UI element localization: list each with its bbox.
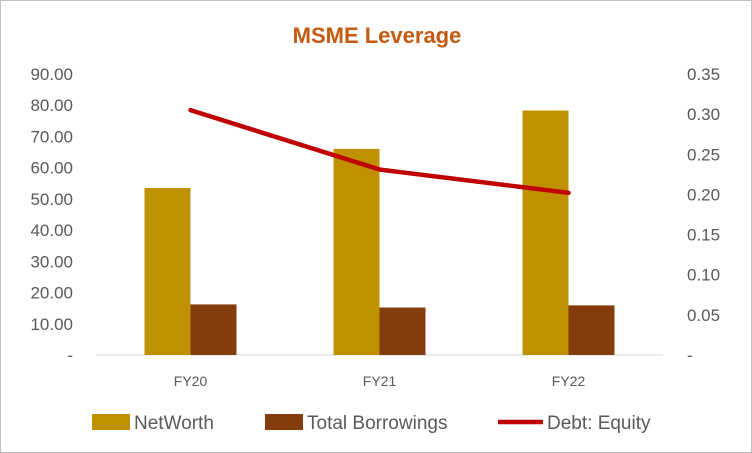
line-point-fy20 [188, 108, 193, 113]
left-axis-tick-label: 40.00 [30, 221, 73, 240]
left-axis-tick-label: 60.00 [30, 159, 73, 178]
chart-title: MSME Leverage [293, 23, 462, 48]
left-axis-tick-label: 20.00 [30, 284, 73, 303]
right-axis-tick-label: 0.15 [687, 226, 720, 245]
line-point-fy21 [377, 167, 382, 172]
legend-label-total-borrowings: Total Borrowings [307, 413, 447, 434]
category-label-fy22: FY22 [552, 373, 586, 389]
bar-networth-fy21 [333, 148, 380, 355]
left-axis-tick-label: 90.00 [30, 65, 73, 84]
left-axis-tick-label: 80.00 [30, 96, 73, 115]
left-axis-tick-label: 10.00 [30, 315, 73, 334]
bar-total-borrowings-fy20 [190, 304, 237, 355]
legend-swatch-total-borrowings [265, 414, 303, 430]
line-point-fy22 [566, 190, 571, 195]
right-axis-tick-label: 0.20 [687, 185, 720, 204]
right-axis-tick-label: - [687, 346, 693, 365]
right-axis-tick-label: 0.10 [687, 266, 720, 285]
right-axis-tick-label: 0.30 [687, 105, 720, 124]
legend-swatch-networth [92, 414, 130, 430]
category-label-fy21: FY21 [363, 373, 397, 389]
right-axis-tick-label: 0.25 [687, 145, 720, 164]
bar-networth-fy20 [144, 187, 191, 355]
left-axis-tick-label: 30.00 [30, 252, 73, 271]
legend-label-networth: NetWorth [134, 413, 214, 434]
legend-label-debt-equity: Debt: Equity [547, 413, 651, 434]
category-label-fy20: FY20 [174, 373, 208, 389]
right-axis-tick-label: 0.35 [687, 65, 720, 84]
bar-total-borrowings-fy21 [379, 307, 426, 355]
bar-networth-fy22 [522, 110, 569, 355]
bar-total-borrowings-fy22 [568, 305, 615, 355]
left-axis-tick-label: - [67, 346, 73, 365]
left-axis-tick-label: 50.00 [30, 190, 73, 209]
right-axis-tick-label: 0.05 [687, 306, 720, 325]
left-axis-tick-label: 70.00 [30, 127, 73, 146]
